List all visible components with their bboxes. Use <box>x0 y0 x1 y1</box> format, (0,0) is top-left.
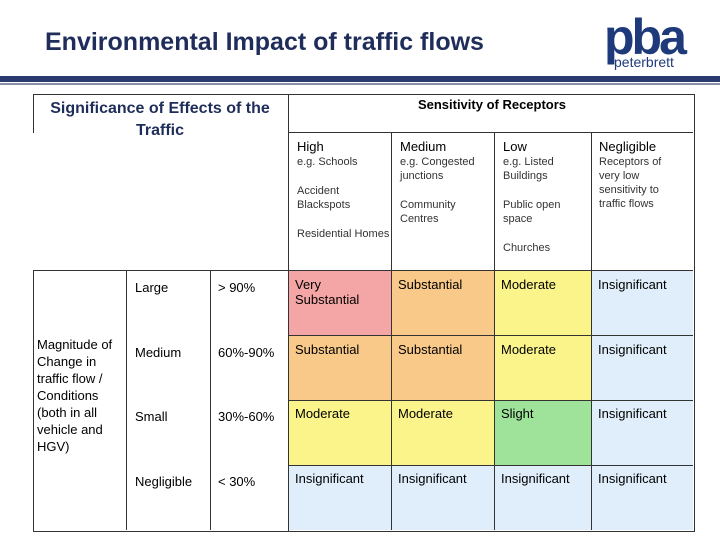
col-header-medium: Medium <box>400 139 447 154</box>
grid-line <box>288 132 693 133</box>
logo-sub-text: peterbrett <box>614 54 674 70</box>
grid-line <box>126 270 127 530</box>
row-range-negligible: < 30% <box>218 474 256 489</box>
grid-line <box>591 132 592 530</box>
medium-example-2: Community Centres <box>400 199 456 225</box>
row-label-negligible: Negligible <box>135 474 193 489</box>
cell-large-low: Moderate <box>495 271 592 336</box>
grid-line <box>288 400 693 401</box>
cell-medium-medium: Substantial <box>392 336 495 400</box>
logo-main-text: pba <box>604 9 687 65</box>
grid-line <box>391 132 392 530</box>
magnitude-label: Magnitude of Change in traffic flow / Co… <box>37 337 113 454</box>
low-example-1: e.g. Listed Buildings <box>503 156 554 182</box>
cell-negligible-low: Insignificant <box>495 465 592 530</box>
cell-large-high: Very Substantial <box>289 271 392 336</box>
slide-title: Environmental Impact of traffic flows <box>45 28 484 56</box>
cell-negligible-high: Insignificant <box>289 465 392 530</box>
cell-large-medium: Substantial <box>392 271 495 336</box>
row-label-small: Small <box>135 409 168 424</box>
cell-negligible-medium: Insignificant <box>392 465 495 530</box>
low-example-2: Public open space <box>503 199 561 225</box>
significance-box <box>33 94 289 133</box>
high-example-2: Accident Blackspots <box>297 185 351 211</box>
row-range-large: > 90% <box>218 280 256 295</box>
grid-line <box>288 335 693 336</box>
cell-medium-low: Moderate <box>495 336 592 400</box>
row-label-medium: Medium <box>135 345 182 360</box>
grid-line <box>494 132 495 530</box>
high-example-3: Residential Homes <box>297 228 390 240</box>
row-label-large: Large <box>135 280 169 295</box>
cell-small-low: Slight <box>495 400 592 465</box>
cell-small-negligible: Insignificant <box>592 400 693 465</box>
sensitivity-title: Sensitivity of Receptors <box>417 97 567 112</box>
high-example-1: e.g. Schools <box>297 156 358 168</box>
cell-medium-high: Substantial <box>289 336 392 400</box>
negligible-example-1: Receptors of very low sensitivity to tra… <box>599 156 662 210</box>
grid-line <box>210 270 211 530</box>
cell-small-high: Moderate <box>289 400 392 465</box>
sensitivity-box <box>288 94 695 532</box>
significance-title: Significance of Effects of the Traffic <box>50 100 270 139</box>
medium-example-1: e.g. Congested junctions <box>400 156 475 182</box>
cell-small-medium: Moderate <box>392 400 495 465</box>
header-divider <box>0 76 720 82</box>
magnitude-box <box>33 270 289 532</box>
low-example-3: Churches <box>503 242 551 254</box>
row-range-small: 30%-60% <box>218 409 275 424</box>
cell-large-negligible: Insignificant <box>592 271 693 336</box>
col-header-negligible: Negligible <box>599 139 657 154</box>
cell-medium-negligible: Insignificant <box>592 336 693 400</box>
pba-logo: pba peterbrett <box>604 9 694 72</box>
col-header-low: Low <box>503 139 527 154</box>
cell-negligible-negligible: Insignificant <box>592 465 693 530</box>
grid-line <box>288 270 693 271</box>
header-divider-shadow <box>0 83 720 85</box>
grid-line <box>288 465 693 466</box>
col-header-high: High <box>297 139 324 154</box>
row-range-medium: 60%-90% <box>218 345 275 360</box>
